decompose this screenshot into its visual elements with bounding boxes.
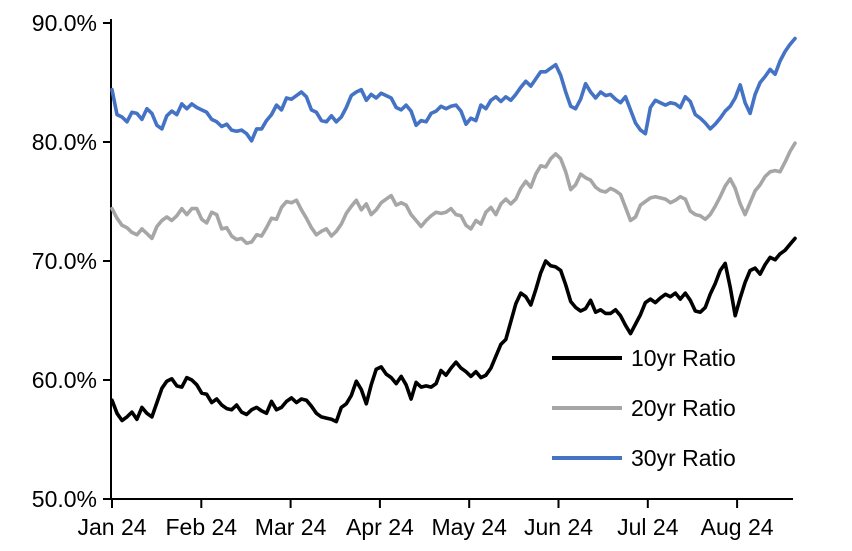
legend-line-30yr-icon	[552, 456, 622, 460]
legend-line-10yr-icon	[552, 356, 622, 360]
y-tick-label: 90.0%	[32, 10, 97, 36]
x-tick-label: Aug 24	[701, 514, 774, 540]
x-tick-label: Jun 24	[524, 514, 593, 540]
legend-item-10yr: 10yr Ratio	[552, 333, 812, 383]
x-tick-label: May 24	[431, 514, 507, 540]
x-tick-label: Feb 24	[165, 514, 237, 540]
series-line-10yr-ratio	[110, 236, 797, 424]
series-line-30yr-ratio	[110, 36, 797, 143]
x-tick-label: Mar 24	[255, 514, 327, 540]
legend-line-20yr-icon	[552, 406, 622, 410]
legend-label-10yr: 10yr Ratio	[631, 344, 736, 371]
y-tick-label: 60.0%	[32, 367, 97, 393]
legend-label-20yr: 20yr Ratio	[631, 394, 736, 421]
y-tick-label: 50.0%	[32, 486, 97, 512]
x-tick-label: Jul 24	[617, 514, 679, 540]
series-line-20yr-ratio	[110, 141, 797, 245]
y-tick-label: 80.0%	[32, 129, 97, 155]
legend-item-30yr: 30yr Ratio	[552, 433, 812, 483]
y-tick-label: 70.0%	[32, 248, 97, 274]
legend: 10yr Ratio 20yr Ratio 30yr Ratio	[552, 333, 812, 483]
legend-label-30yr: 30yr Ratio	[631, 444, 736, 471]
x-tick-label: Jan 24	[77, 514, 146, 540]
legend-item-20yr: 20yr Ratio	[552, 383, 812, 433]
x-tick-label: Apr 24	[346, 514, 414, 540]
